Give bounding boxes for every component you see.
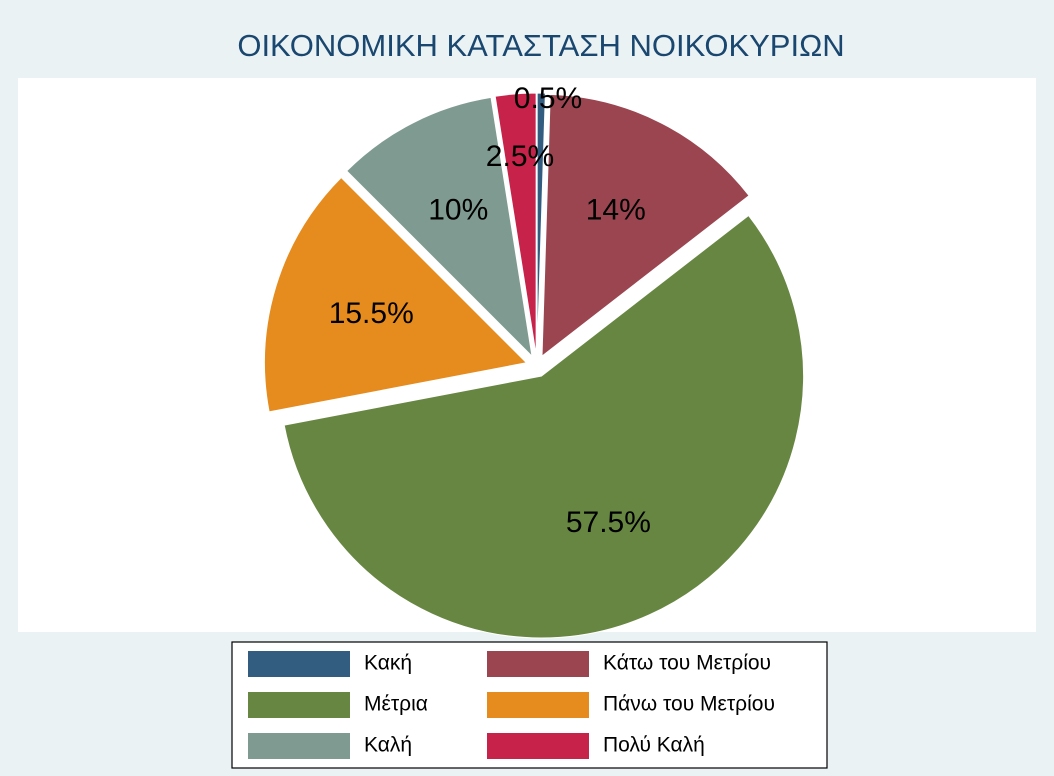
legend-swatch [248,651,350,677]
legend-label: Κάτω του Μετρίου [603,652,771,675]
pie-slice [346,96,533,358]
legend-label: Καλή [364,734,412,757]
legend-label: Κακή [364,652,412,675]
legend-label: Πάνω του Μετρίου [603,693,775,716]
legend-label: Πολύ Καλή [603,734,705,757]
data-label: 10% [428,193,488,226]
pie-slice [494,92,537,356]
data-label: 14% [586,193,646,226]
pie-slice [541,93,750,358]
legend-swatch [487,651,589,677]
pie-slice [283,214,805,639]
legend-swatch [487,733,589,759]
pie-slice [536,92,546,356]
pie-slice [264,176,528,413]
data-label: 57.5% [566,506,651,539]
chart-title: ΟΙΚΟΝΟΜΙΚΗ ΚΑΤΑΣΤΑΣΗ ΝΟΙΚΟΚΥΡΙΩΝ [237,28,844,63]
legend-swatch [248,692,350,718]
data-label: 2.5% [486,140,554,173]
legend-swatch [487,692,589,718]
data-label: 0.5% [514,82,582,115]
data-label: 15.5% [329,297,414,330]
legend-swatch [248,733,350,759]
legend-label: Μέτρια [364,693,428,716]
